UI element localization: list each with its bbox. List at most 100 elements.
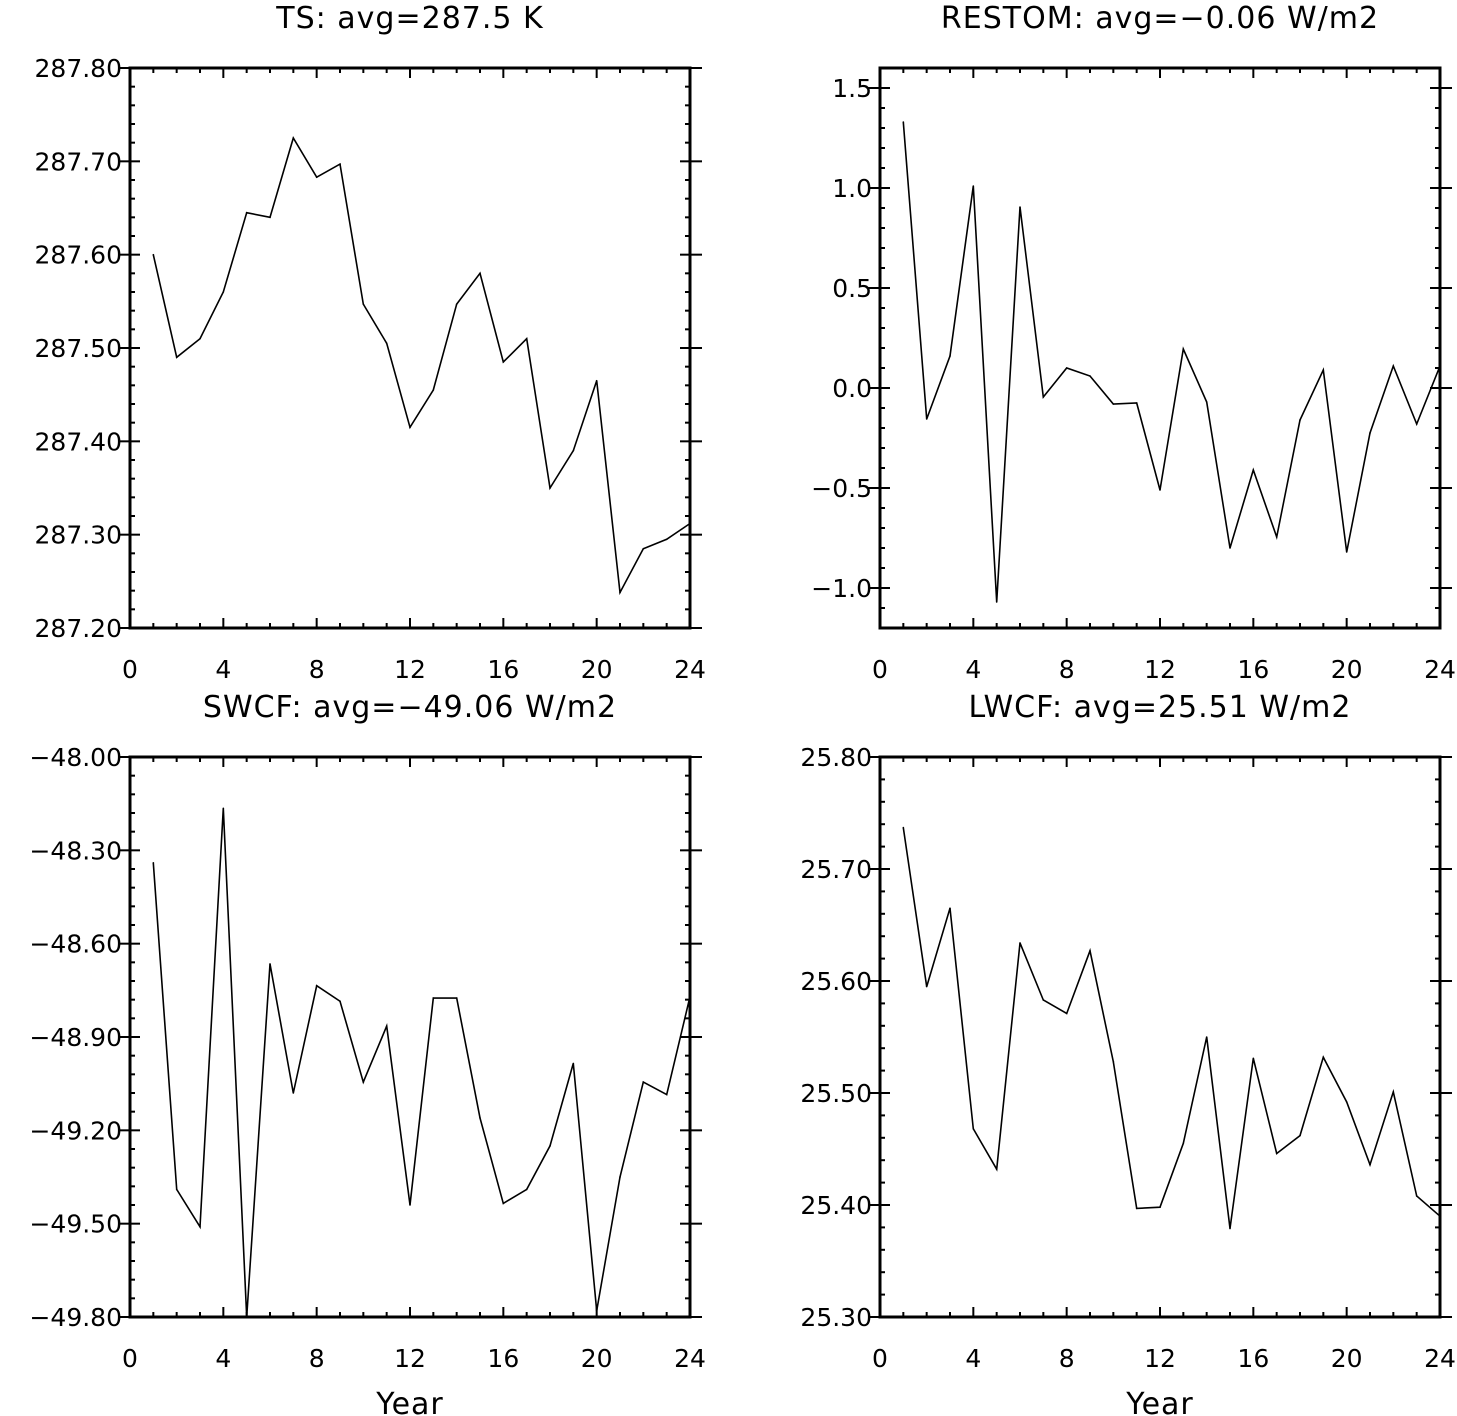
data-point — [902, 121, 905, 123]
x-tick-label: 24 — [674, 1344, 706, 1373]
y-tick-label: −48.00 — [29, 743, 122, 772]
x-tick-label: 16 — [487, 1344, 519, 1373]
x-tick-label: 8 — [1059, 1344, 1075, 1373]
data-point — [432, 997, 435, 999]
y-tick-label: −0.5 — [811, 474, 872, 503]
data-point — [1182, 348, 1185, 350]
x-tick-label: 8 — [1059, 655, 1075, 684]
data-point — [1205, 401, 1208, 403]
data-point — [902, 826, 905, 829]
y-tick-label: −49.20 — [29, 1116, 122, 1145]
data-point — [1392, 1091, 1395, 1093]
data-point — [995, 601, 998, 603]
data-point — [222, 291, 225, 293]
data-point — [689, 995, 691, 998]
data-point — [572, 449, 575, 452]
data-point — [502, 1202, 505, 1205]
data-point — [1415, 1195, 1418, 1197]
y-tick-label: 25.60 — [800, 967, 872, 996]
data-point — [432, 389, 435, 391]
x-tick-label: 8 — [309, 1344, 325, 1373]
y-tick-label: −48.30 — [29, 836, 122, 865]
data-point — [689, 522, 691, 525]
x-tick-label: 4 — [215, 655, 231, 684]
data-point — [175, 356, 178, 359]
data-point — [315, 984, 318, 987]
data-point — [222, 807, 225, 810]
data-point — [665, 1093, 668, 1096]
data-point — [572, 1062, 575, 1065]
y-tick-label: 287.20 — [35, 614, 122, 643]
data-point — [1439, 1215, 1441, 1217]
data-point — [1159, 1206, 1161, 1209]
x-tick-label: 4 — [215, 1344, 231, 1373]
y-tick-label: 1.5 — [832, 74, 872, 103]
data-point — [152, 861, 155, 864]
data-point — [1065, 1012, 1068, 1015]
data-point — [1439, 365, 1441, 367]
data-point — [1252, 1057, 1255, 1060]
y-tick-label: 287.60 — [35, 241, 122, 270]
panel-title: SWCF: avg=−49.06 W/m2 — [203, 690, 617, 725]
panel-ts: TS: avg=287.5 K 0 4 8 12 16 20 24 287.20 287.30 2… — [35, 1, 706, 684]
data-point — [1135, 402, 1138, 404]
data-point — [925, 418, 928, 420]
data-point — [1112, 1060, 1115, 1063]
x-axis-label: Year — [1125, 1387, 1194, 1416]
panel-title: RESTOM: avg=−0.06 W/m2 — [941, 1, 1379, 36]
y-tick-label: 25.50 — [800, 1079, 872, 1108]
x-tick-label: 16 — [1237, 655, 1269, 684]
data-point — [972, 185, 975, 187]
x-axis-label: Year — [375, 1387, 444, 1416]
y-tick-label: 25.80 — [800, 743, 872, 772]
data-point — [549, 487, 551, 489]
x-tick-label: 20 — [1331, 1344, 1363, 1373]
x-tick-label: 24 — [674, 655, 706, 684]
data-point — [925, 985, 928, 988]
x-tick-label: 20 — [1331, 655, 1363, 684]
data-point — [1415, 423, 1418, 425]
data-point — [479, 272, 481, 275]
data-point — [525, 1188, 528, 1191]
data-point — [1369, 1163, 1371, 1166]
x-tick-label: 12 — [1144, 655, 1176, 684]
data-point — [1159, 489, 1161, 491]
data-point — [1019, 206, 1021, 208]
x-tick-label: 4 — [965, 1344, 981, 1373]
x-tick-label: 0 — [872, 655, 888, 684]
y-tick-label: 25.70 — [800, 855, 872, 884]
data-point — [175, 1188, 178, 1191]
data-point — [1275, 536, 1278, 538]
panel-title: LWCF: avg=25.51 W/m2 — [969, 690, 1352, 725]
data-point — [1369, 432, 1371, 434]
data-point — [995, 1168, 998, 1170]
data-point — [949, 355, 951, 357]
x-tick-label: 12 — [1144, 1344, 1176, 1373]
data-point — [1065, 367, 1068, 369]
data-point — [269, 963, 271, 965]
data-point — [1112, 403, 1115, 405]
y-tick-label: −49.50 — [29, 1210, 122, 1239]
y-tick-label: 287.80 — [35, 54, 122, 83]
y-tick-label: 287.40 — [35, 427, 122, 456]
data-point — [292, 1092, 295, 1094]
data-point — [152, 253, 155, 256]
series-line — [152, 136, 691, 596]
y-tick-label: 25.40 — [800, 1191, 872, 1220]
data-point — [1089, 949, 1091, 952]
data-point — [455, 303, 458, 305]
data-point — [1042, 396, 1045, 398]
data-point — [1205, 1036, 1208, 1038]
x-tick-label: 0 — [122, 655, 138, 684]
x-tick-label: 20 — [581, 1344, 613, 1373]
data-point — [525, 337, 528, 340]
data-point — [972, 1128, 975, 1130]
series-line — [152, 808, 691, 1318]
plot-frame — [878, 66, 1442, 630]
data-point — [339, 163, 341, 165]
x-tick-label: 12 — [394, 1344, 426, 1373]
series-line — [902, 827, 1441, 1229]
data-point — [245, 211, 248, 214]
data-point — [665, 538, 668, 541]
y-tick-label: −49.80 — [29, 1303, 122, 1332]
